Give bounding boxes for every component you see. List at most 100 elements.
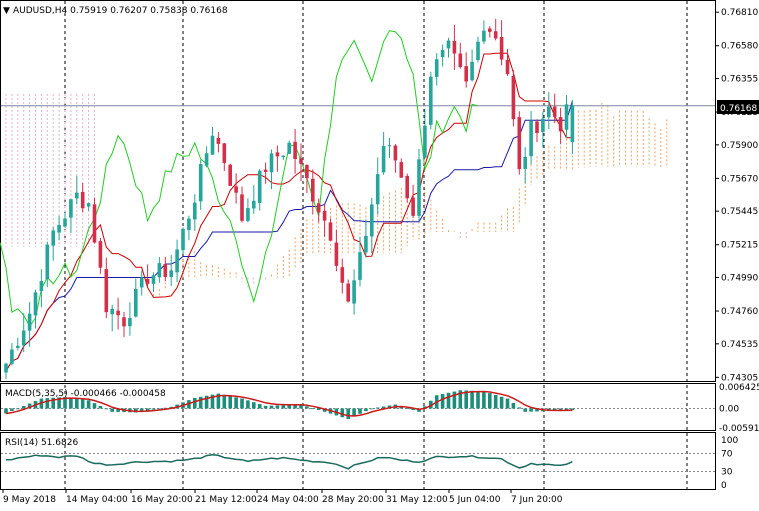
macd-bar xyxy=(57,397,61,409)
macd-bar xyxy=(464,390,468,409)
candle-body xyxy=(452,40,457,54)
candle-body xyxy=(287,142,291,154)
current-price-label: 0.76168 xyxy=(720,104,757,114)
candle-body xyxy=(63,218,67,227)
candle-body xyxy=(198,164,203,202)
macd-pane-label: MACD(5,35,5) -0.000466 -0.000458 xyxy=(5,389,166,399)
macd-bar xyxy=(529,408,533,412)
price-tick-label: 0.75215 xyxy=(721,241,758,251)
macd-bar xyxy=(51,397,55,409)
candle-body xyxy=(488,28,492,32)
macd-bar xyxy=(257,404,262,409)
macd-bar xyxy=(429,400,433,409)
macd-bar xyxy=(405,408,409,409)
macd-bar xyxy=(116,408,120,412)
macd-histogram xyxy=(1,390,715,420)
macd-bar xyxy=(446,392,451,409)
macd-bar xyxy=(316,408,321,410)
candle-body xyxy=(440,50,445,58)
macd-bar xyxy=(193,397,197,409)
candle-body xyxy=(263,169,268,173)
macd-bar xyxy=(63,396,67,409)
candle-body xyxy=(252,200,256,209)
macd-bar xyxy=(204,395,209,409)
macd-bar xyxy=(45,398,50,409)
macd-bar xyxy=(163,407,168,409)
macd-bar xyxy=(287,404,291,409)
price-tick-label: 0.76810 xyxy=(721,8,758,18)
candle-body xyxy=(387,145,392,147)
price-pane[interactable] xyxy=(0,0,716,382)
candle-body xyxy=(476,41,480,61)
macd-bar xyxy=(134,408,138,413)
candle-body xyxy=(139,277,144,288)
macd-bar xyxy=(4,408,8,414)
candle-body xyxy=(169,270,173,277)
macd-bar xyxy=(222,394,227,409)
macd-bar xyxy=(558,408,563,411)
candle-body xyxy=(535,121,539,134)
macd-bar xyxy=(27,403,32,409)
macd-bar xyxy=(493,394,498,409)
candle-body xyxy=(75,192,79,199)
macd-bar xyxy=(470,390,474,409)
macd-bar xyxy=(263,405,268,409)
candle-body xyxy=(499,36,504,60)
macd-bar xyxy=(458,390,463,409)
macd-bar xyxy=(16,408,20,410)
candle-body xyxy=(187,218,191,230)
macd-bar xyxy=(305,406,309,409)
candle-body xyxy=(116,310,120,316)
candle-body xyxy=(216,137,221,144)
macd-bar xyxy=(370,408,374,410)
candle-body xyxy=(16,345,20,348)
candle-body xyxy=(352,280,356,304)
macd-bar xyxy=(151,408,156,410)
candle-body xyxy=(381,146,386,173)
candle-body xyxy=(393,145,398,161)
macd-bar xyxy=(411,408,415,410)
candle-body xyxy=(523,156,527,169)
macd-bar xyxy=(210,394,215,409)
rsi-tick-label: 0 xyxy=(721,481,727,491)
candle-body xyxy=(128,318,132,327)
candle-body xyxy=(21,330,26,346)
candle-body xyxy=(51,230,55,246)
macd-bar xyxy=(511,402,516,409)
rsi-pane[interactable] xyxy=(0,432,716,490)
kijun-sen-line xyxy=(5,100,573,372)
macd-bar xyxy=(269,405,274,409)
price-tick-label: 0.75670 xyxy=(721,174,758,184)
candle-body xyxy=(558,117,563,132)
candle-body xyxy=(346,283,350,302)
candle-body xyxy=(417,159,421,216)
candle-body xyxy=(358,252,362,280)
candle-body xyxy=(246,208,250,221)
time-tick-label: 14 May 04:00 xyxy=(66,495,128,505)
candle-body xyxy=(547,106,551,118)
time-tick-label: 5 Jun 04:00 xyxy=(449,495,501,505)
collapse-arrow-icon[interactable]: ▼ xyxy=(3,6,10,16)
macd-bar xyxy=(564,408,569,411)
candle-body xyxy=(98,241,103,268)
candle-body xyxy=(340,267,345,283)
macd-bar xyxy=(476,391,480,409)
candle-body xyxy=(163,264,168,277)
candle-body xyxy=(281,155,286,158)
candle-body xyxy=(505,59,510,75)
candle-body xyxy=(110,308,114,315)
candle-body xyxy=(257,170,262,203)
rsi-line xyxy=(1,453,715,472)
time-tick-label: 16 May 20:00 xyxy=(131,495,193,505)
macd-pane[interactable] xyxy=(0,383,716,431)
candle-body xyxy=(446,40,451,49)
macd-bar xyxy=(246,400,250,409)
candle-body xyxy=(86,203,91,207)
candle-body xyxy=(564,104,569,130)
candle-body xyxy=(157,263,162,278)
macd-bar xyxy=(98,406,103,409)
time-tick-label: 7 Jun 20:00 xyxy=(511,495,563,505)
candle-body xyxy=(405,175,409,199)
macd-bar xyxy=(234,397,238,409)
